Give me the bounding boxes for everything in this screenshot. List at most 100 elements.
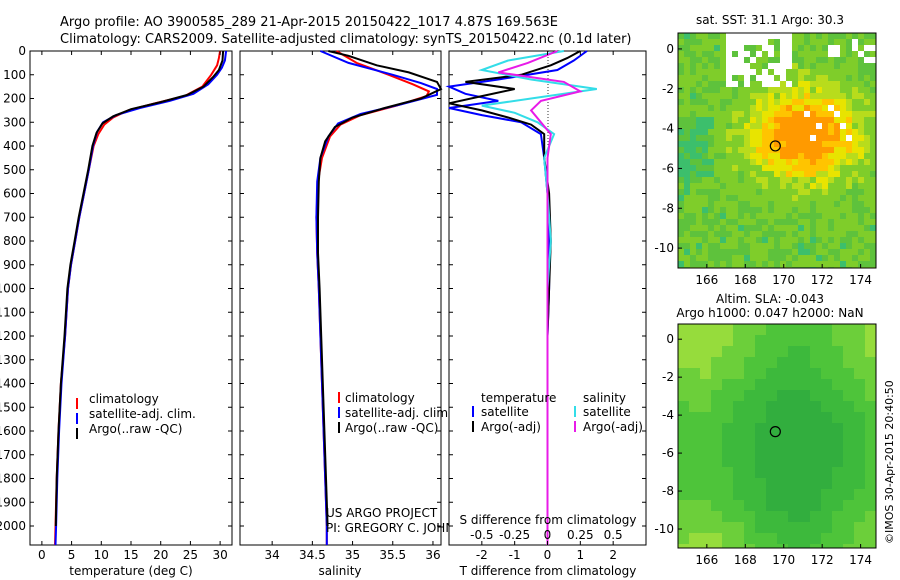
map-cell <box>744 390 756 402</box>
map-cell <box>788 423 800 435</box>
map-cell <box>798 69 805 76</box>
map-cell <box>696 249 703 256</box>
map-cell <box>777 346 789 358</box>
map-cell <box>702 195 709 202</box>
map-cell <box>852 51 859 58</box>
map-cell <box>852 201 859 208</box>
map-cell <box>798 93 805 100</box>
map-cell <box>846 93 853 100</box>
map-cell <box>732 117 739 124</box>
salinity-legend: climatology satellite-adj. clim. Argo(..… <box>338 391 452 435</box>
salinity-xlabel: salinity <box>318 564 361 578</box>
map-cell <box>768 51 775 58</box>
map-cell <box>678 357 690 369</box>
map-cell <box>733 346 745 358</box>
map-cell <box>858 207 865 214</box>
map-cell <box>732 135 739 142</box>
map-cell <box>843 489 855 501</box>
map-cell <box>678 171 685 178</box>
map-cell <box>858 129 865 136</box>
map-cell <box>744 243 751 250</box>
map-cell <box>696 255 703 262</box>
map-cell <box>750 141 757 148</box>
map-cell <box>810 117 817 124</box>
map-cell <box>799 335 811 347</box>
map-cell <box>732 129 739 136</box>
map-cell <box>690 93 697 100</box>
map-cell <box>733 412 745 424</box>
map-cell <box>792 93 799 100</box>
map-cell <box>750 249 757 256</box>
map-cell <box>689 544 701 549</box>
map-cell <box>780 63 787 70</box>
temperature-panel: 0 5 10 15 20 25 300100200300400500600700800900… <box>0 44 233 578</box>
map-cell <box>738 189 745 196</box>
map-cell <box>816 207 823 214</box>
map-cell <box>865 456 877 468</box>
map-cell <box>780 93 787 100</box>
map-cell <box>711 467 723 479</box>
map-cell <box>690 213 697 220</box>
map-cell <box>711 478 723 490</box>
map-cell <box>678 123 685 130</box>
map-cell <box>762 45 769 52</box>
map-cell <box>738 159 745 166</box>
map-cell <box>840 171 847 178</box>
map-cell <box>798 141 805 148</box>
map-cell <box>708 69 715 76</box>
map-cell <box>804 111 811 118</box>
map-cell <box>766 324 778 336</box>
map-cell <box>678 87 685 94</box>
map-cell <box>843 434 855 446</box>
map-cell <box>708 213 715 220</box>
map-cell <box>678 423 690 435</box>
map-cell <box>708 171 715 178</box>
map-cell <box>762 51 769 58</box>
map-cell <box>726 213 733 220</box>
map-cell <box>843 401 855 413</box>
map-cell <box>678 33 685 40</box>
map-cell <box>798 219 805 226</box>
map-cell <box>762 255 769 262</box>
map-cell <box>702 165 709 172</box>
map-cell <box>684 81 691 88</box>
map-cell <box>786 63 793 70</box>
map-cell <box>804 219 811 226</box>
map-cell <box>774 75 781 82</box>
map-cell <box>804 75 811 82</box>
map-cell <box>777 335 789 347</box>
map-cell <box>832 478 844 490</box>
map-cell <box>702 207 709 214</box>
map-cell <box>678 141 685 148</box>
map-cell <box>756 153 763 160</box>
map-cell <box>832 423 844 435</box>
map-cell <box>870 201 877 208</box>
map-cell <box>738 129 745 136</box>
map-cell <box>702 225 709 232</box>
map-cell <box>733 390 745 402</box>
s-tick-label: -0.25 <box>499 528 530 542</box>
map-cell <box>834 75 841 82</box>
map-cell <box>810 390 822 402</box>
map-cell <box>726 231 733 238</box>
map-cell <box>804 123 811 130</box>
map-cell <box>828 111 835 118</box>
map-cell <box>774 195 781 202</box>
map-cell <box>755 511 767 523</box>
map-cell <box>696 207 703 214</box>
map-cell <box>708 207 715 214</box>
map-cell <box>702 201 709 208</box>
map-cell <box>732 123 739 130</box>
map-cell <box>722 456 734 468</box>
map-cell <box>722 467 734 479</box>
map-cell <box>774 243 781 250</box>
map-cell <box>766 522 778 534</box>
map-cell <box>766 401 778 413</box>
map-cell <box>762 123 769 130</box>
map-cell <box>696 135 703 142</box>
map-cell <box>702 45 709 52</box>
map-cell <box>828 51 835 58</box>
map-cell <box>840 99 847 106</box>
map-cell <box>865 401 877 413</box>
